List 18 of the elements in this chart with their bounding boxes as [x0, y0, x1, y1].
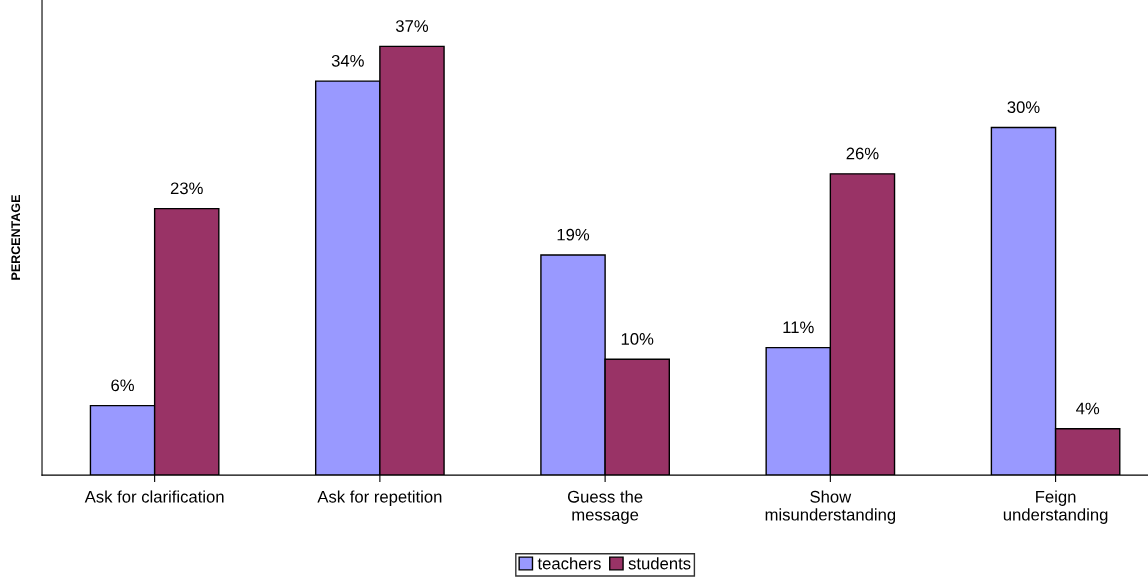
data-label: 4% — [1076, 402, 1100, 415]
x-tick-label: Ask for clarification — [84, 490, 224, 503]
data-label: 6% — [111, 379, 134, 392]
data-label: 26% — [846, 147, 879, 160]
data-label: 30% — [1007, 101, 1040, 114]
data-label: 19% — [557, 228, 590, 241]
x-tick-label: Show misunderstanding — [765, 490, 896, 524]
y-axis-title: PERCENTAGE — [11, 195, 21, 280]
data-label: 11% — [783, 321, 814, 334]
data-label: 34% — [331, 54, 364, 67]
x-tick-label: Ask for repetition — [317, 490, 442, 506]
legend-label: teachers — [537, 557, 601, 570]
x-tick-label: Guess the message — [567, 490, 643, 524]
data-label: 10% — [621, 333, 654, 345]
data-label: 37% — [395, 20, 429, 32]
data-label: 23% — [170, 182, 203, 195]
x-tick-label: Feign understanding — [1003, 490, 1108, 524]
legend-label: students — [628, 557, 691, 570]
